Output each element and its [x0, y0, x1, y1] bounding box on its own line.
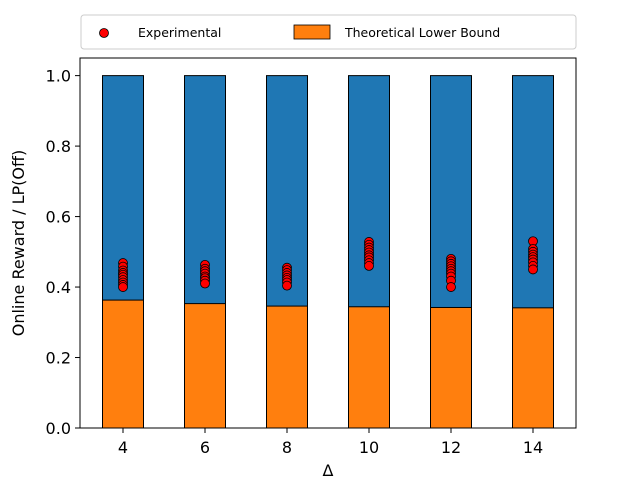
x-tick-label-4: 4	[118, 438, 128, 457]
bar-lower-bound-12	[430, 306, 472, 429]
legend-marker-experimental	[99, 28, 109, 38]
x-tick-label-12: 12	[441, 438, 461, 457]
y-axis: 0.0 0.2 0.4 0.6 0.8 1.0	[46, 67, 80, 438]
bar-lower-bound-8	[266, 305, 308, 429]
y-tick-label-0.4: 0.4	[46, 278, 71, 297]
bar-lower-bound-10	[348, 306, 390, 429]
x-axis: 4 6 8 10 12 14	[118, 428, 543, 457]
legend: Experimental Theoretical Lower Bound	[80, 14, 577, 50]
y-tick-label-1.0: 1.0	[46, 67, 71, 86]
plot-frame	[79, 57, 577, 429]
point-experimental-10-9	[364, 261, 374, 271]
y-tick-label-0.6: 0.6	[46, 208, 71, 227]
points	[118, 236, 538, 292]
legend-label-experimental: Experimental	[138, 25, 221, 40]
x-tick-label-10: 10	[359, 438, 379, 457]
point-experimental-8-7	[282, 280, 292, 291]
bar-lower-bound-6	[184, 303, 226, 429]
legend-swatch-lower-bound	[293, 24, 331, 40]
legend-label-lower-bound: Theoretical Lower Bound	[344, 25, 500, 40]
x-tick-label-14: 14	[523, 438, 543, 457]
point-experimental-4-9	[118, 282, 128, 292]
point-experimental-12-9	[446, 282, 456, 292]
bars	[102, 75, 554, 429]
x-tick-label-6: 6	[200, 438, 210, 457]
x-tick-label-8: 8	[282, 438, 292, 457]
y-axis-label: Online Reward / LP(Off)	[9, 150, 28, 337]
point-experimental-6-7	[200, 278, 210, 289]
y-tick-label-0.8: 0.8	[46, 137, 71, 156]
bar-lower-bound-4	[102, 299, 144, 429]
point-experimental-14-8	[528, 264, 538, 275]
x-axis-label: Δ	[323, 461, 334, 480]
y-tick-label-0.0: 0.0	[46, 419, 71, 438]
y-tick-label-0.2: 0.2	[46, 349, 71, 368]
bar-lower-bound-14	[512, 307, 554, 429]
